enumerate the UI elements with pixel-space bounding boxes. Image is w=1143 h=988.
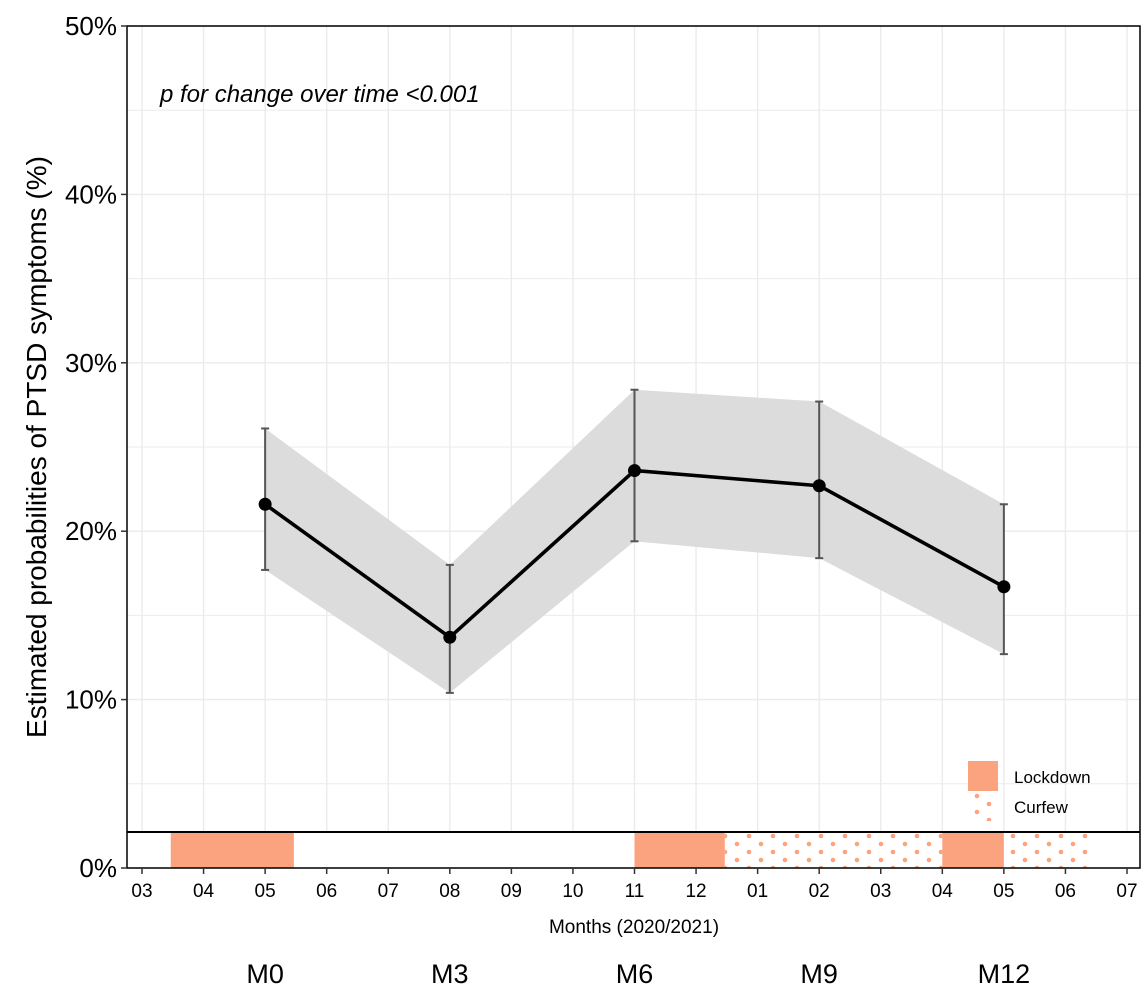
y-tick-label: 20% — [65, 516, 117, 546]
x-tick-label: 01 — [747, 881, 768, 902]
phase-labels: M0 M3 M6 M9 M12 — [246, 959, 1030, 988]
x-tick-label: 03 — [870, 881, 891, 902]
phase-label-m0: M0 — [246, 959, 284, 988]
lockdown-period — [634, 833, 725, 868]
x-tick-label: 07 — [378, 881, 399, 902]
data-points — [258, 464, 1011, 644]
y-tick-label: 10% — [65, 685, 117, 715]
data-point — [258, 497, 272, 511]
y-tick-labels: 0% 10% 20% 30% 40% 50% — [65, 11, 117, 883]
data-point — [443, 630, 457, 644]
y-tick-label: 0% — [79, 853, 117, 883]
phase-label-m6: M6 — [616, 959, 654, 988]
x-tick-labels: 03 04 05 06 07 08 09 10 11 12 01 02 03 04 05 06 07 — [131, 881, 1137, 902]
phase-label-m9: M9 — [800, 959, 838, 988]
y-tick-label: 50% — [65, 11, 117, 41]
legend-swatch-lockdown — [968, 761, 998, 791]
plot-frame — [126, 25, 1141, 869]
y-axis-label: Estimated probabilities of PTSD symptoms… — [21, 156, 52, 738]
x-tick-label: 08 — [439, 881, 460, 902]
x-tick-label: 09 — [501, 881, 522, 902]
x-axis-label: Months (2020/2021) — [549, 917, 719, 938]
x-tick-label: 03 — [131, 881, 152, 902]
x-tick-label: 02 — [809, 881, 830, 902]
phase-label-m12: M12 — [978, 959, 1031, 988]
y-tick-label: 40% — [65, 179, 117, 209]
x-tick-label: 06 — [316, 881, 337, 902]
x-tick-label: 10 — [562, 881, 583, 902]
significance-annotation: p for change over time <0.001 — [159, 81, 480, 108]
curfew-period — [1003, 833, 1095, 868]
legend: Lockdown Curfew — [968, 761, 1091, 821]
x-tick-label: 06 — [1055, 881, 1076, 902]
x-tick-label: 11 — [625, 881, 645, 902]
axes — [121, 25, 1141, 874]
lockdown-period — [942, 833, 1004, 868]
y-tick-label: 30% — [65, 348, 117, 378]
legend-swatch-curfew — [968, 791, 998, 821]
lockdown-period — [170, 833, 294, 868]
x-tick-label: 04 — [193, 881, 215, 902]
legend-label-lockdown: Lockdown — [1014, 768, 1091, 787]
x-tick-label: 05 — [255, 881, 276, 902]
restriction-periods — [127, 831, 1140, 868]
x-tick-label: 07 — [1116, 881, 1137, 902]
x-tick-label: 04 — [932, 881, 954, 902]
x-tick-label: 05 — [993, 881, 1014, 902]
curfew-period — [724, 833, 943, 868]
data-point — [997, 580, 1011, 594]
x-tick-label: 12 — [685, 881, 706, 902]
data-point — [812, 479, 826, 493]
data-point — [628, 464, 641, 478]
phase-label-m3: M3 — [431, 959, 469, 988]
legend-label-curfew: Curfew — [1014, 798, 1069, 817]
